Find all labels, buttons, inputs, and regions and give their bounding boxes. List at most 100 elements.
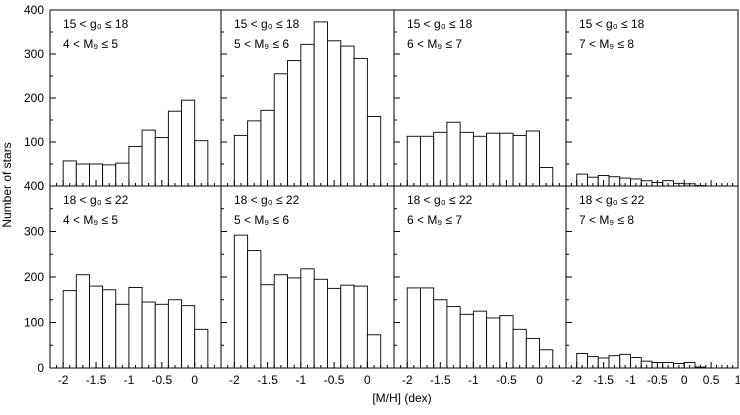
histogram-bar-r1c0-5 <box>116 304 129 368</box>
histogram-bar-r0c1-3 <box>261 110 274 186</box>
histogram-bar-r1c2-4 <box>447 307 460 368</box>
y-tick-label: 100 <box>24 135 44 149</box>
histogram-bar-r1c0-9 <box>168 300 181 368</box>
panel-label-g-r1c2: 18 < g₀ ≤ 22 <box>407 193 473 207</box>
histogram-bar-r0c1-7 <box>314 22 327 186</box>
x-tick-label: -1.5 <box>257 373 278 387</box>
x-tick-label: -1.5 <box>86 373 107 387</box>
x-tick-label: 0 <box>536 373 543 387</box>
panel-label-m-r1c1: 5 < M₉ ≤ 6 <box>234 213 289 227</box>
y-tick-label: 400 <box>24 179 44 193</box>
histogram-bar-r0c1-8 <box>327 41 340 186</box>
x-tick-label: -0.5 <box>151 373 172 387</box>
histogram-bar-r0c1-6 <box>301 44 314 186</box>
histogram-bar-r0c2-4 <box>447 122 460 186</box>
histogram-bar-r1c2-8 <box>500 316 513 368</box>
histogram-bar-r0c0-5 <box>116 163 129 186</box>
panel-label-g-r0c2: 15 < g₀ ≤ 18 <box>407 17 473 31</box>
histogram-bar-r0c1-9 <box>341 46 354 186</box>
histogram-bar-r0c1-2 <box>248 121 261 186</box>
histogram-bar-r1c1-4 <box>274 275 287 368</box>
histogram-bar-r1c0-3 <box>89 286 102 368</box>
histogram-bar-r0c2-6 <box>473 136 486 186</box>
x-tick-label: 1 <box>735 373 740 387</box>
histogram-bar-r0c2-10 <box>526 131 539 186</box>
histogram-bar-r0c0-7 <box>142 130 155 186</box>
histogram-bar-r1c2-3 <box>434 300 447 368</box>
panel-label-m-r0c1: 5 < M₉ ≤ 6 <box>234 37 289 51</box>
histogram-bar-r1c0-8 <box>155 304 168 368</box>
panel-label-m-r0c2: 6 < M₉ ≤ 7 <box>407 37 462 51</box>
x-tick-label: -0.5 <box>324 373 345 387</box>
histogram-bar-r1c0-4 <box>103 290 116 368</box>
histogram-bar-r0c0-11 <box>195 141 208 186</box>
x-tick-label: -1 <box>625 373 636 387</box>
y-tick-label: 200 <box>24 270 44 284</box>
histogram-bar-r1c0-6 <box>129 287 142 368</box>
x-tick-label: 0 <box>681 373 688 387</box>
panel-label-m-r0c0: 4 < M₉ ≤ 5 <box>63 37 118 51</box>
histogram-bar-r1c1-2 <box>248 251 261 368</box>
panel-label-m-r1c2: 6 < M₉ ≤ 7 <box>407 213 462 227</box>
histogram-bar-r0c1-10 <box>354 58 367 186</box>
y-tick-label: 0 <box>37 361 44 375</box>
panel-label-g-r1c3: 18 < g₀ ≤ 22 <box>579 193 645 207</box>
histogram-bar-r1c0-2 <box>76 275 89 368</box>
histogram-bar-r1c1-9 <box>341 285 354 368</box>
histogram-bar-r1c1-11 <box>367 335 380 368</box>
y-tick-label: 300 <box>24 47 44 61</box>
x-tick-label: 0 <box>191 373 198 387</box>
x-tick-label: -2 <box>58 373 69 387</box>
y-axis-label: Number of stars <box>0 142 14 227</box>
panel-label-g-r1c1: 18 < g₀ ≤ 22 <box>234 193 300 207</box>
histogram-bar-r1c1-6 <box>301 269 314 368</box>
y-tick-label: 400 <box>24 3 44 17</box>
histogram-bar-r1c1-1 <box>234 235 247 368</box>
histogram-bar-r0c1-11 <box>367 116 380 186</box>
x-tick-label: -1 <box>124 373 135 387</box>
histogram-bar-r1c1-10 <box>354 286 367 368</box>
histogram-bar-r0c0-6 <box>129 146 142 186</box>
histogram-bar-r0c2-3 <box>434 132 447 186</box>
histogram-bar-r1c2-1 <box>407 288 420 368</box>
histogram-bar-r0c1-5 <box>288 61 301 186</box>
y-tick-label: 100 <box>24 316 44 330</box>
histogram-bar-r1c1-5 <box>288 278 301 368</box>
histogram-bar-r0c0-8 <box>155 138 168 186</box>
x-tick-label: 0.5 <box>703 373 720 387</box>
panel-label-g-r0c0: 15 < g₀ ≤ 18 <box>63 17 129 31</box>
x-tick-label: -0.5 <box>496 373 517 387</box>
histogram-bar-r0c2-1 <box>407 136 420 186</box>
histogram-bar-r1c0-7 <box>142 302 155 368</box>
x-tick-label: -1 <box>468 373 479 387</box>
histogram-bar-r1c1-3 <box>261 285 274 368</box>
histogram-bar-r0c0-9 <box>168 111 181 186</box>
histogram-bar-r1c1-7 <box>314 279 327 368</box>
histogram-bar-r1c0-11 <box>195 329 208 368</box>
histogram-bar-r1c2-7 <box>487 318 500 368</box>
histogram-bar-r1c2-5 <box>460 314 473 368</box>
x-tick-label: 0 <box>364 373 371 387</box>
panel-label-m-r1c3: 7 < M₉ ≤ 8 <box>579 213 634 227</box>
panel-label-g-r0c3: 15 < g₀ ≤ 18 <box>579 17 645 31</box>
y-tick-label: 200 <box>24 91 44 105</box>
histogram-bar-r0c2-2 <box>420 136 433 186</box>
x-tick-label: -2 <box>571 373 582 387</box>
histogram-bar-r0c2-7 <box>487 133 500 186</box>
histogram-bar-r0c2-9 <box>513 135 526 186</box>
histogram-bar-r1c2-2 <box>420 288 433 368</box>
histogram-bar-r1c2-10 <box>526 338 539 368</box>
x-tick-label: -0.5 <box>647 373 668 387</box>
histogram-bar-r1c0-10 <box>182 306 195 368</box>
histogram-bar-r0c0-2 <box>76 164 89 186</box>
x-tick-label: -2 <box>402 373 413 387</box>
x-axis-label: [M/H] (dex) <box>372 391 431 405</box>
histogram-bar-r0c1-4 <box>274 74 287 186</box>
x-tick-label: -1.5 <box>593 373 614 387</box>
histogram-bar-r0c0-4 <box>103 165 116 186</box>
histogram-bar-r1c0-1 <box>63 291 76 368</box>
histogram-bar-r0c1-1 <box>234 135 247 186</box>
panel-label-m-r0c3: 7 < M₉ ≤ 8 <box>579 37 634 51</box>
